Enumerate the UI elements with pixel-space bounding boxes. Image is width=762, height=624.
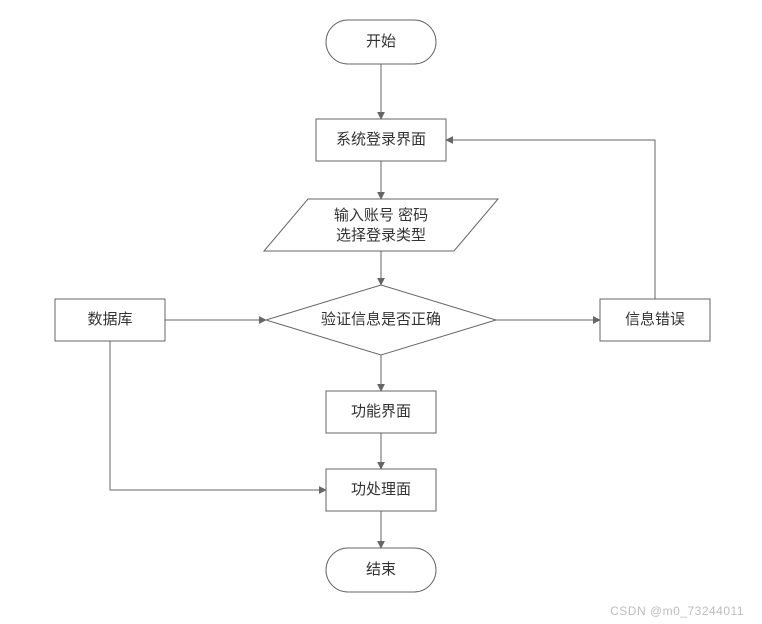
node-input-label2: 选择登录类型: [336, 227, 426, 244]
node-input-label1: 输入账号 密码: [334, 207, 428, 224]
node-start: 开始: [326, 20, 436, 64]
node-login-label: 系统登录界面: [336, 131, 426, 148]
node-db: 数据库: [55, 299, 165, 341]
node-db-label: 数据库: [87, 311, 132, 328]
node-func_proc-label: 功处理面: [351, 481, 411, 498]
node-func_proc: 功处理面: [326, 469, 436, 511]
node-error-label: 信息错误: [625, 311, 685, 328]
edge-db-func_proc: [110, 341, 326, 490]
node-verify-label: 验证信息是否正确: [321, 311, 441, 328]
node-verify: 验证信息是否正确: [266, 285, 496, 355]
node-func_ui-label: 功能界面: [351, 403, 411, 420]
node-end-label: 结束: [366, 561, 396, 578]
nodes-group: 开始系统登录界面输入账号 密码选择登录类型验证信息是否正确数据库信息错误功能界面…: [55, 20, 710, 592]
node-login: 系统登录界面: [316, 119, 446, 161]
node-end: 结束: [326, 548, 436, 592]
node-error: 信息错误: [600, 299, 710, 341]
node-func_ui: 功能界面: [326, 391, 436, 433]
flowchart-canvas: 开始系统登录界面输入账号 密码选择登录类型验证信息是否正确数据库信息错误功能界面…: [0, 0, 762, 624]
node-start-label: 开始: [366, 33, 396, 50]
node-input: 输入账号 密码选择登录类型: [264, 199, 498, 251]
watermark-text: CSDN @m0_73244011: [610, 604, 744, 618]
